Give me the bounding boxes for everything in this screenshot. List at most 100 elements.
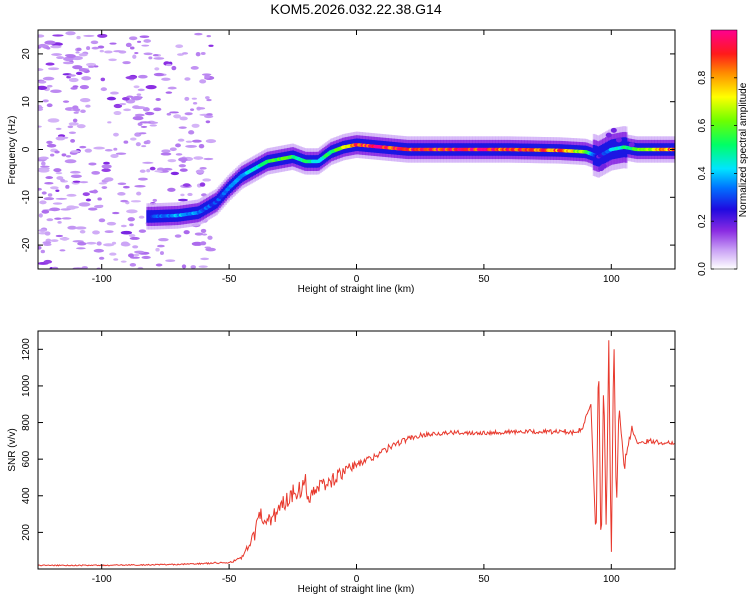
snr-content (38, 340, 675, 567)
noise-blob (177, 198, 188, 202)
noise-blob (153, 57, 165, 60)
noise-blob (171, 65, 177, 71)
colorbar-tick-label: 0.2 (697, 214, 708, 228)
noise-blob (38, 156, 49, 160)
noise-blob (148, 56, 153, 60)
noise-blob (72, 240, 84, 243)
colorbar-scale (710, 29, 738, 270)
noise-blob (68, 131, 77, 135)
noise-blob (91, 171, 101, 175)
noise-blob (70, 87, 78, 90)
noise-blob (127, 217, 135, 222)
noise-blob (120, 260, 127, 263)
noise-blob (157, 244, 165, 248)
noise-blob (98, 256, 105, 260)
noise-blob (109, 252, 117, 256)
noise-blob (69, 170, 81, 174)
noise-blob (46, 46, 51, 50)
spectrogram-x-tick-label: 0 (354, 274, 360, 285)
noise-blob (93, 146, 106, 150)
noise-blob (161, 149, 171, 153)
noise-blob (195, 169, 205, 174)
noise-blob (200, 257, 210, 261)
noise-blob (46, 103, 53, 108)
noise-blob (38, 213, 43, 218)
noise-blob (129, 263, 137, 267)
noise-blob (52, 34, 64, 37)
noise-blob (41, 191, 47, 195)
snr-y-tick-label: 1000 (21, 374, 32, 397)
noise-blob (55, 234, 63, 238)
noise-blob (184, 96, 190, 101)
noise-blob (61, 153, 67, 157)
noise-blob (98, 182, 108, 185)
noise-blob (139, 121, 151, 124)
noise-blob (191, 241, 203, 246)
noise-blob (91, 46, 100, 50)
noise-blob (132, 115, 144, 121)
noise-blob (191, 139, 202, 143)
noise-blob (187, 192, 193, 197)
noise-blob (106, 221, 117, 226)
noise-blob (132, 245, 139, 249)
noise-blob (129, 46, 135, 50)
noise-blob (203, 157, 214, 161)
noise-blob (133, 250, 145, 254)
noise-blob (136, 93, 142, 96)
noise-blob (78, 53, 88, 57)
noise-blob (174, 234, 182, 238)
noise-blob (201, 73, 212, 76)
noise-blob (191, 123, 200, 128)
noise-blob (70, 150, 81, 153)
noise-blob (152, 198, 157, 202)
snr-y-tick-label: 600 (21, 450, 32, 467)
ridge-halo-2 (146, 210, 149, 223)
noise-blob (38, 43, 48, 48)
noise-blob (154, 170, 163, 173)
noise-blob (104, 177, 114, 182)
noise-blob (38, 85, 48, 90)
noise-blob (136, 191, 142, 196)
noise-blob (182, 52, 189, 55)
noise-blob (122, 185, 130, 189)
noise-blob (115, 152, 127, 155)
noise-blob (130, 200, 142, 203)
noise-blob (109, 42, 117, 45)
noise-blob (50, 89, 62, 94)
spectrogram-x-tick-label: -100 (92, 274, 112, 285)
snr-x-tick-label: 50 (478, 574, 490, 585)
noise-blob (66, 193, 77, 197)
noise-blob (123, 140, 129, 144)
noise-blob (138, 215, 145, 219)
spike-blob (605, 132, 612, 138)
noise-blob (85, 104, 91, 108)
noise-blob (153, 72, 165, 77)
noise-blob (113, 147, 118, 151)
noise-blob (145, 85, 157, 90)
noise-blob (137, 266, 144, 269)
noise-blob (183, 230, 190, 235)
noise-blob (38, 125, 42, 128)
noise-blob (153, 107, 162, 112)
noise-blob (50, 186, 59, 190)
noise-blob (51, 53, 63, 56)
noise-blob (132, 54, 137, 59)
noise-blob (60, 208, 71, 211)
noise-blob (38, 168, 50, 173)
noise-blob (196, 107, 206, 110)
noise-blob (78, 202, 91, 207)
noise-blob (125, 99, 136, 104)
noise-blob (159, 251, 164, 256)
noise-blob (47, 193, 53, 197)
spectrogram-x-tick-label: 50 (478, 274, 490, 285)
snr-axes: -100 -50 0 50 100 200 400 600 800 1000 1200 (21, 331, 675, 585)
noise-blob (136, 40, 142, 43)
noise-blob (149, 166, 156, 171)
noise-blob (165, 259, 176, 263)
snr-panel: -100 -50 0 50 100 200 400 600 800 1000 1200 Height… (7, 330, 676, 595)
noise-blob (76, 47, 82, 52)
noise-blob (72, 65, 83, 70)
spectrogram-y-tick-label: -20 (21, 237, 32, 252)
noise-blob (138, 74, 148, 79)
